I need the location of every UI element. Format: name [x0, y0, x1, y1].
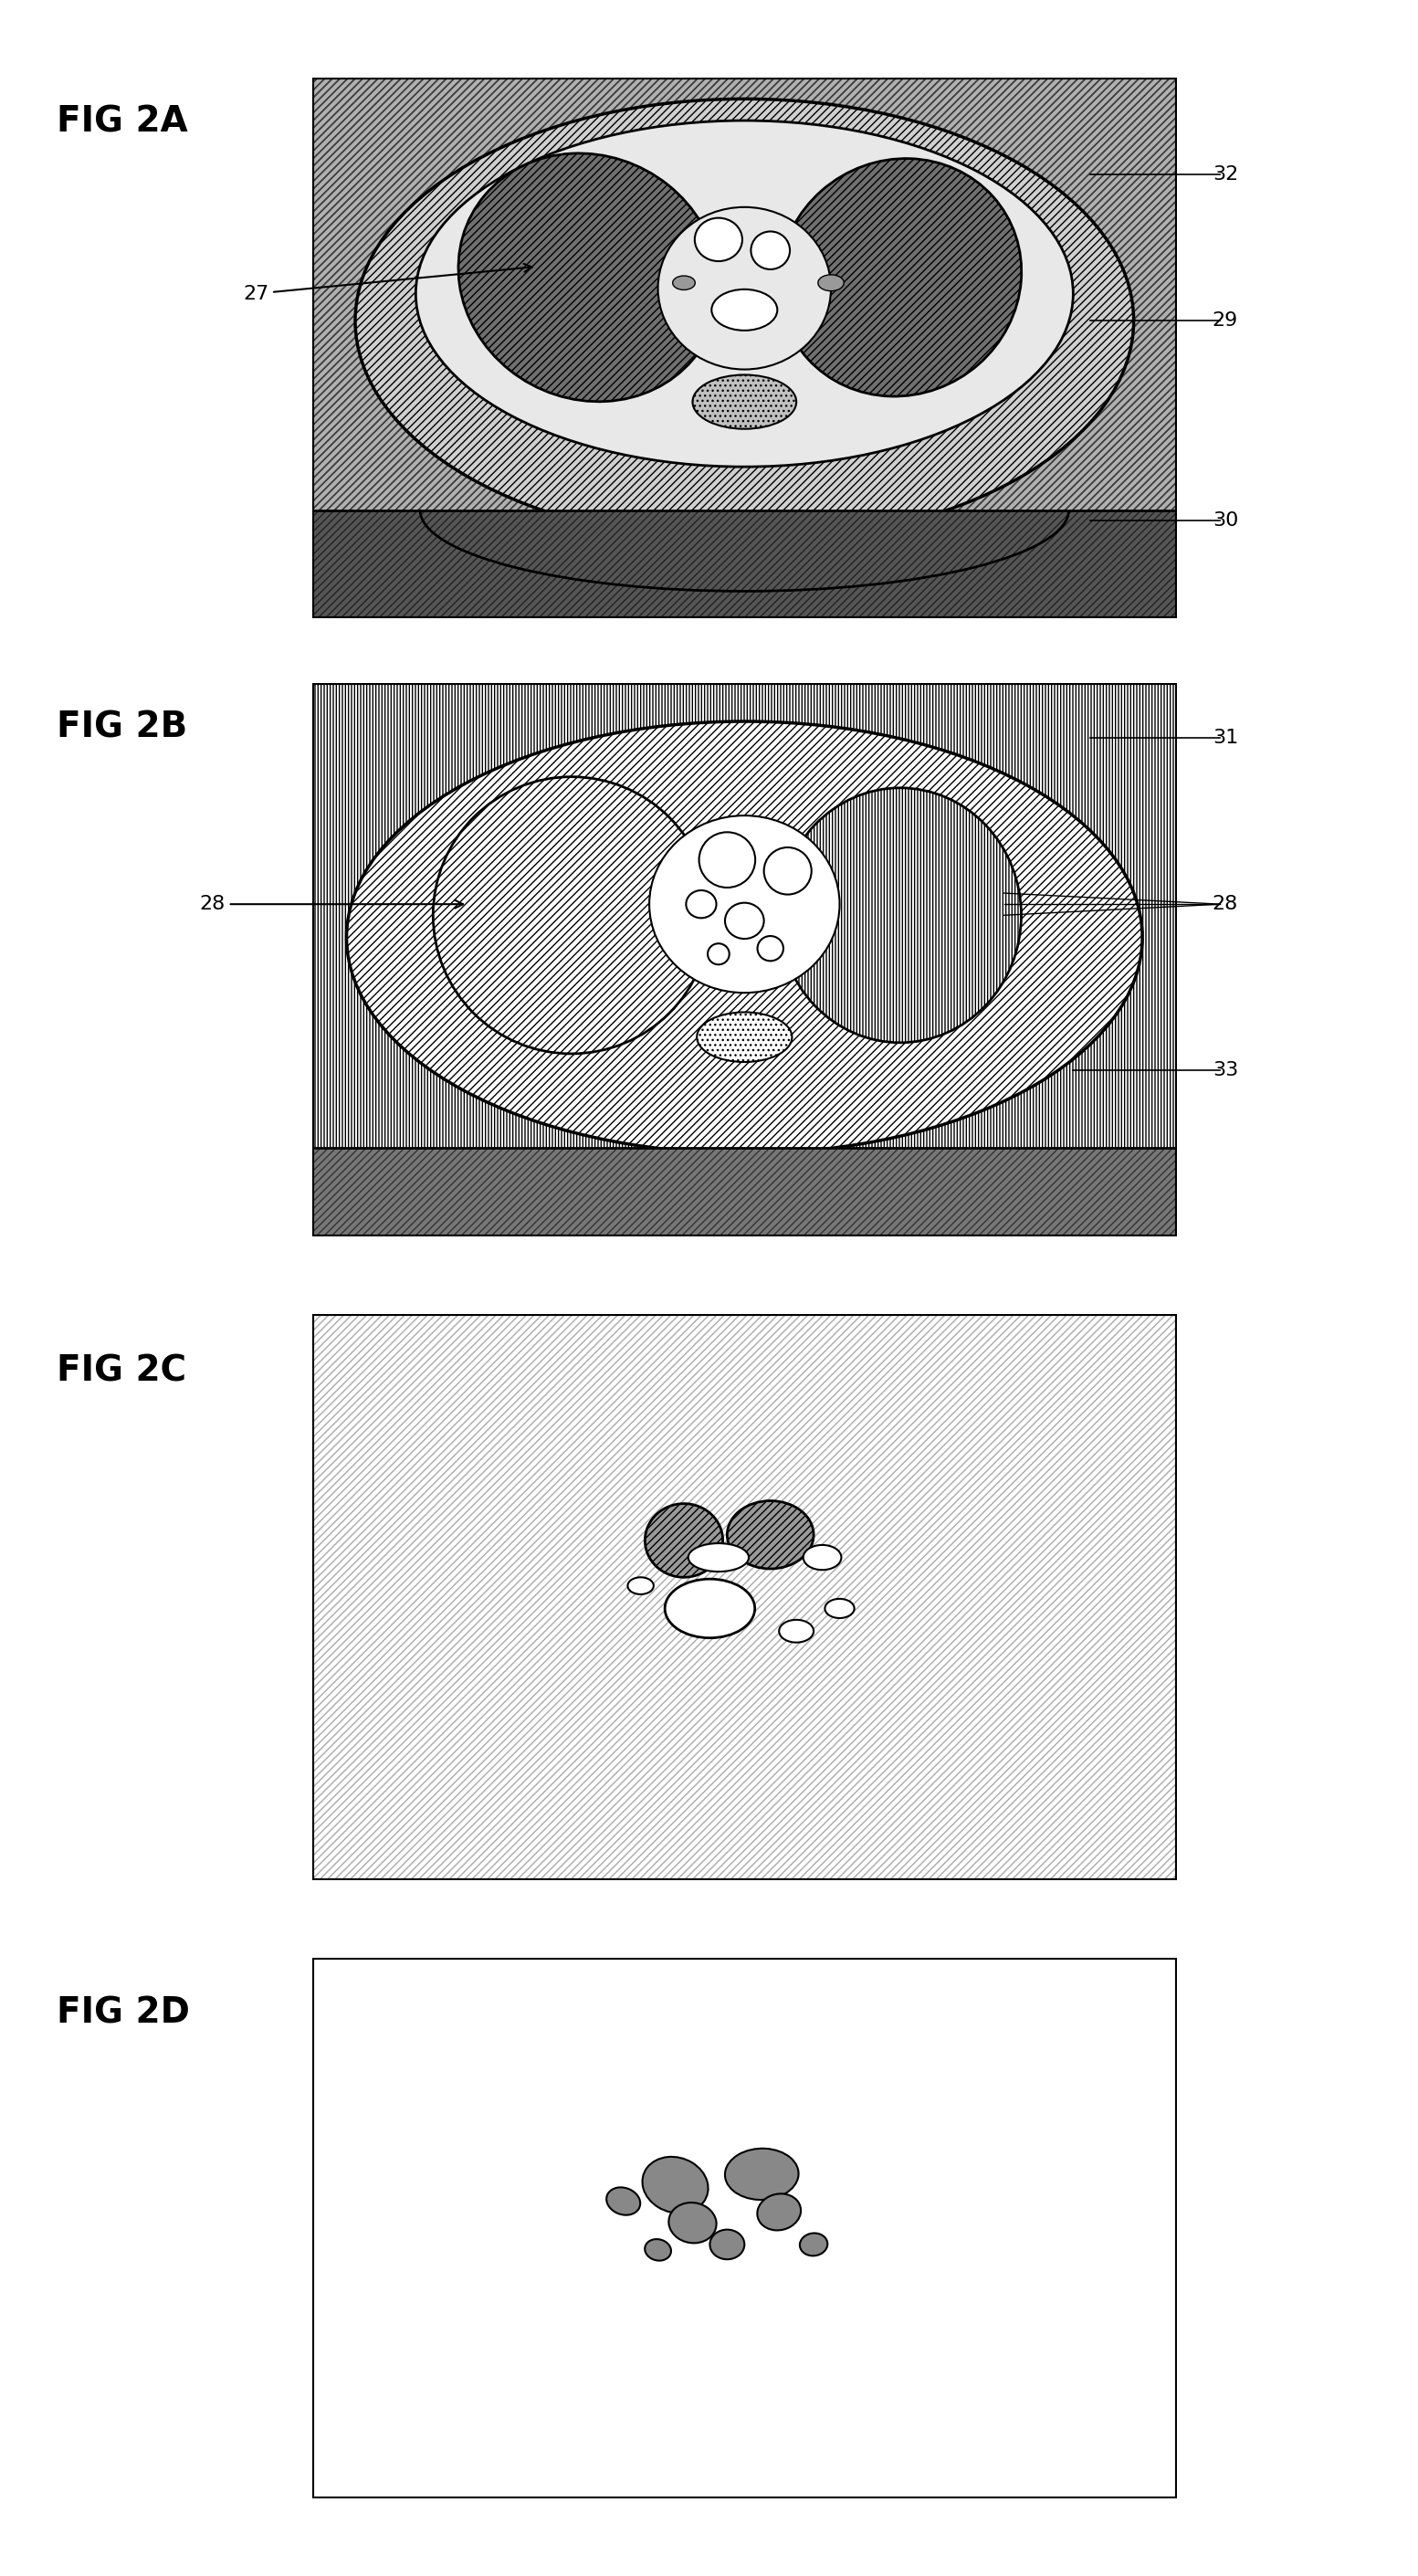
Circle shape — [672, 276, 695, 291]
Ellipse shape — [692, 374, 797, 428]
Ellipse shape — [696, 1012, 793, 1061]
Ellipse shape — [645, 2239, 671, 2262]
Ellipse shape — [699, 832, 756, 889]
Ellipse shape — [686, 891, 716, 917]
Circle shape — [778, 1620, 814, 1643]
Circle shape — [803, 1546, 841, 1569]
Ellipse shape — [356, 98, 1134, 544]
Text: 30: 30 — [1212, 513, 1238, 531]
Circle shape — [712, 289, 777, 330]
Ellipse shape — [688, 1543, 749, 1571]
Ellipse shape — [695, 219, 742, 260]
Ellipse shape — [649, 817, 839, 992]
Ellipse shape — [752, 232, 790, 270]
Bar — [312, 510, 1177, 618]
Circle shape — [825, 1600, 854, 1618]
Ellipse shape — [727, 1502, 814, 1569]
Ellipse shape — [710, 2231, 744, 2259]
Ellipse shape — [725, 2148, 798, 2200]
Text: 29: 29 — [1212, 312, 1238, 330]
Circle shape — [665, 1579, 754, 1638]
Ellipse shape — [800, 2233, 828, 2257]
Text: FIG 2A: FIG 2A — [57, 106, 189, 139]
Ellipse shape — [346, 721, 1143, 1154]
Bar — [312, 1149, 1177, 1236]
Ellipse shape — [658, 206, 831, 368]
Ellipse shape — [645, 1504, 723, 1577]
Ellipse shape — [607, 2187, 641, 2215]
Text: 27: 27 — [242, 263, 532, 304]
Text: FIG 2B: FIG 2B — [57, 711, 187, 744]
Ellipse shape — [458, 155, 719, 402]
Text: 33: 33 — [1212, 1061, 1238, 1079]
Text: 28: 28 — [200, 894, 464, 914]
Ellipse shape — [669, 2202, 716, 2244]
Ellipse shape — [757, 2195, 801, 2231]
Ellipse shape — [778, 160, 1021, 397]
Text: FIG 2D: FIG 2D — [57, 1996, 190, 2030]
Ellipse shape — [432, 778, 710, 1054]
Ellipse shape — [415, 121, 1073, 466]
Ellipse shape — [764, 848, 811, 894]
Bar — [312, 1149, 1177, 1236]
Ellipse shape — [757, 935, 783, 961]
Ellipse shape — [708, 943, 729, 963]
Text: FIG 2C: FIG 2C — [57, 1352, 187, 1388]
Text: 32: 32 — [1212, 165, 1238, 183]
Bar — [312, 510, 1177, 618]
Circle shape — [818, 276, 844, 291]
Ellipse shape — [778, 788, 1021, 1043]
Circle shape — [628, 1577, 654, 1595]
Text: 31: 31 — [1212, 729, 1238, 747]
Text: 28: 28 — [1212, 894, 1238, 914]
Ellipse shape — [642, 2156, 708, 2213]
Ellipse shape — [725, 902, 764, 938]
